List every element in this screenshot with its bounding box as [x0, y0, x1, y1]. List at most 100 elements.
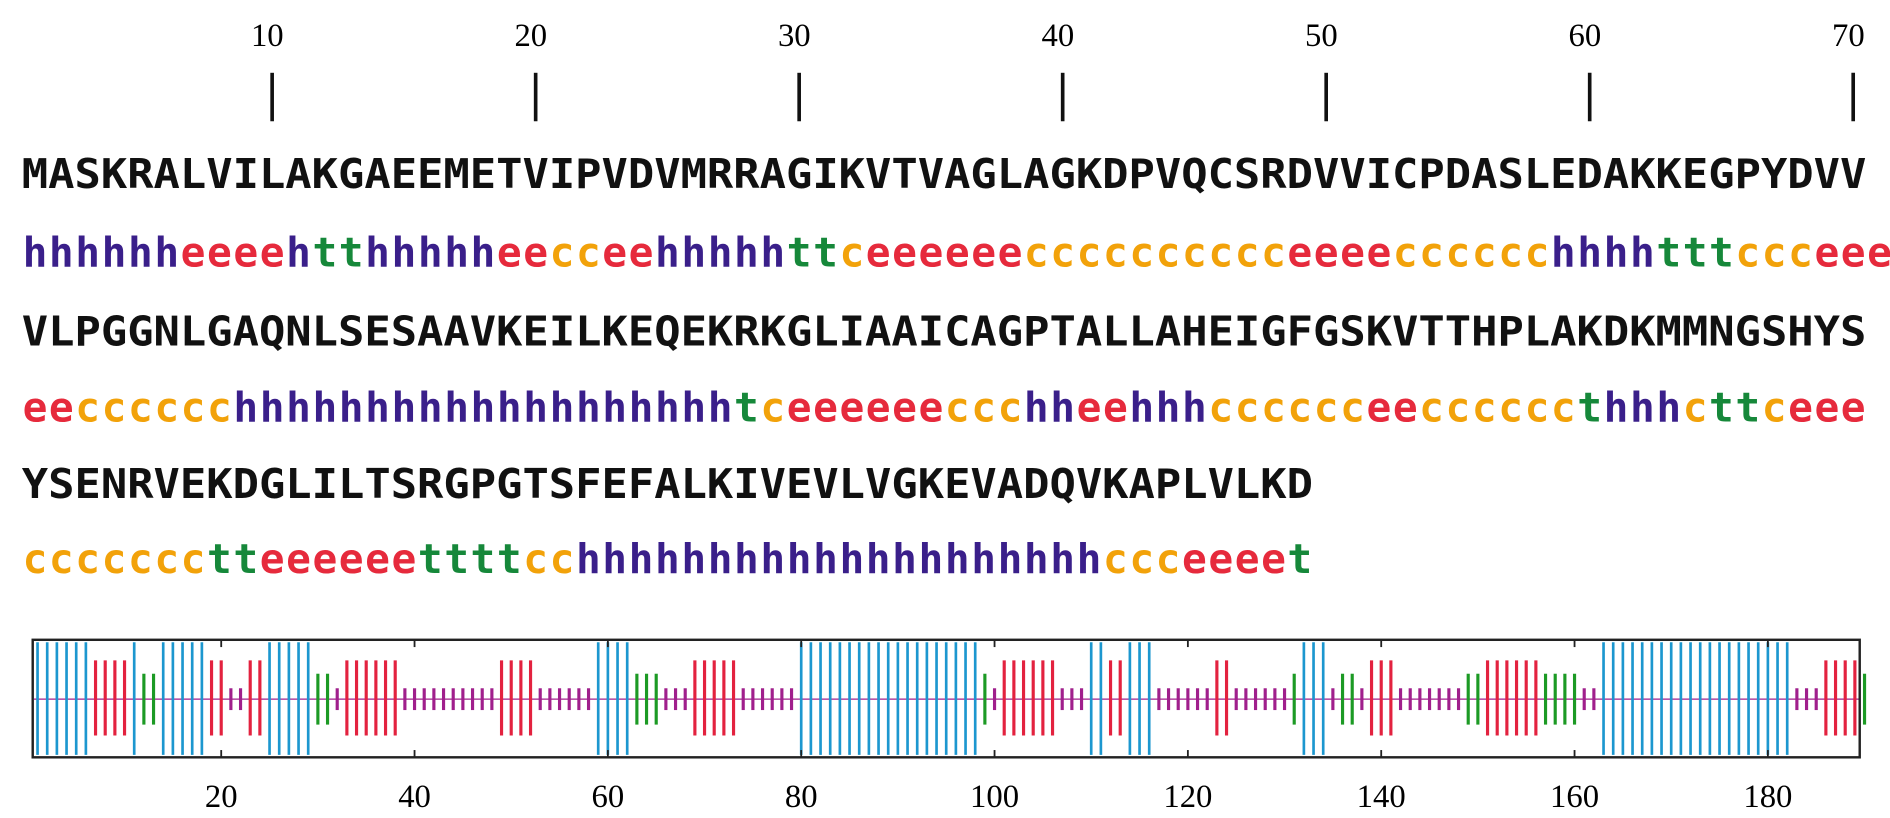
structure-char: h: [866, 535, 891, 583]
structure-char: e: [523, 229, 548, 277]
structure-char: c: [181, 535, 206, 583]
structure-char: t: [471, 535, 496, 583]
x-tick-label: 80: [785, 779, 818, 815]
structure-char: c: [1129, 535, 1154, 583]
structure-char: h: [523, 384, 548, 432]
structure-char: h: [497, 384, 522, 432]
structure-char: e: [181, 229, 206, 277]
structure-char: c: [1235, 384, 1260, 432]
structure-char: e: [1867, 229, 1890, 277]
structure-char: t: [1577, 384, 1602, 432]
structure-char: c: [1472, 229, 1497, 277]
structure-char: c: [1235, 229, 1260, 277]
x-tick-label: 120: [1163, 779, 1212, 815]
structure-char: c: [1261, 384, 1286, 432]
sequence-line: YSENRVEKDGLILTSRGPGTSFEFALKIVEVLVGKEVADQ…: [22, 460, 1313, 508]
structure-char: t: [734, 384, 759, 432]
structure-char: h: [128, 229, 153, 277]
structure-char: h: [919, 535, 944, 583]
structure-char: c: [1419, 384, 1444, 432]
structure-char: c: [1525, 384, 1550, 432]
structure-char: e: [839, 384, 864, 432]
structure-char: t: [497, 535, 522, 583]
structure-char: h: [1050, 535, 1075, 583]
structure-char: c: [1208, 384, 1233, 432]
structure-char: e: [629, 229, 654, 277]
structure-char: h: [1050, 384, 1075, 432]
structure-char: h: [286, 384, 311, 432]
structure-char: c: [102, 535, 127, 583]
structure-char: h: [1077, 535, 1102, 583]
structure-char: c: [1340, 384, 1365, 432]
structure-char: e: [866, 229, 891, 277]
x-tick-label: 100: [970, 779, 1019, 815]
structure-char: h: [629, 535, 654, 583]
structure-char: t: [1709, 384, 1734, 432]
structure-char: c: [23, 535, 48, 583]
structure-char: e: [892, 384, 917, 432]
structure-char: e: [1340, 229, 1365, 277]
x-tick-label: 40: [398, 779, 431, 815]
structure-char: c: [1103, 229, 1128, 277]
structure-char: c: [1735, 229, 1760, 277]
structure-char: c: [1261, 229, 1286, 277]
structure-char: c: [1103, 535, 1128, 583]
structure-char: c: [1525, 229, 1550, 277]
structure-char: t: [787, 229, 812, 277]
structure-char: c: [102, 384, 127, 432]
structure-char: h: [102, 229, 127, 277]
structure-char: e: [971, 229, 996, 277]
structure-char: h: [1656, 384, 1681, 432]
structure-char: h: [444, 229, 469, 277]
plot-frame: [31, 638, 1861, 759]
structure-char: c: [1182, 229, 1207, 277]
x-tick-label: 60: [592, 779, 625, 815]
structure-char: h: [945, 535, 970, 583]
structure-char: e: [497, 229, 522, 277]
structure-char: h: [708, 229, 733, 277]
ruler-label: 30: [778, 18, 811, 54]
structure-line: eecccccchhhhhhhhhhhhhhhhhhhtceeeeeeccchh…: [23, 384, 1866, 432]
structure-char: h: [471, 384, 496, 432]
structure-char: h: [75, 229, 100, 277]
structure-char: e: [1366, 229, 1391, 277]
structure-char: e: [1235, 535, 1260, 583]
structure-char: t: [312, 229, 337, 277]
structure-char: c: [1472, 384, 1497, 432]
structure-char: c: [49, 535, 74, 583]
structure-char: c: [945, 384, 970, 432]
structure-char: e: [1814, 384, 1839, 432]
structure-char: c: [128, 384, 153, 432]
structure-char: c: [75, 384, 100, 432]
ruler-label: 10: [251, 18, 284, 54]
structure-char: c: [1446, 229, 1471, 277]
structure-char: e: [787, 384, 812, 432]
structure-char: c: [1419, 229, 1444, 277]
structure-char: c: [523, 535, 548, 583]
structure-char: h: [418, 229, 443, 277]
structure-char: e: [1287, 229, 1312, 277]
structure-char: h: [365, 384, 390, 432]
structure-char: h: [1577, 229, 1602, 277]
structure-char: c: [1129, 229, 1154, 277]
structure-char: e: [1103, 384, 1128, 432]
structure-char: e: [1788, 384, 1813, 432]
structure-char: c: [971, 384, 996, 432]
structure-char: t: [1683, 229, 1708, 277]
structure-char: h: [1604, 384, 1629, 432]
structure-char: c: [207, 384, 232, 432]
x-tick-label: 160: [1550, 779, 1599, 815]
structure-char: t: [418, 535, 443, 583]
structure-char: h: [1604, 229, 1629, 277]
structure-char: h: [550, 384, 575, 432]
structure-char: e: [919, 384, 944, 432]
structure-char: c: [760, 384, 785, 432]
structure-char: h: [708, 535, 733, 583]
ruler-label: 50: [1305, 18, 1338, 54]
sequence-line: MASKRALVILAKGAEEMETVIPVDVMRRAGIKVTVAGLAG…: [22, 150, 1867, 198]
x-tick-label: 140: [1357, 779, 1406, 815]
structure-char: t: [444, 535, 469, 583]
structure-char: c: [550, 535, 575, 583]
structure-char: h: [1551, 229, 1576, 277]
